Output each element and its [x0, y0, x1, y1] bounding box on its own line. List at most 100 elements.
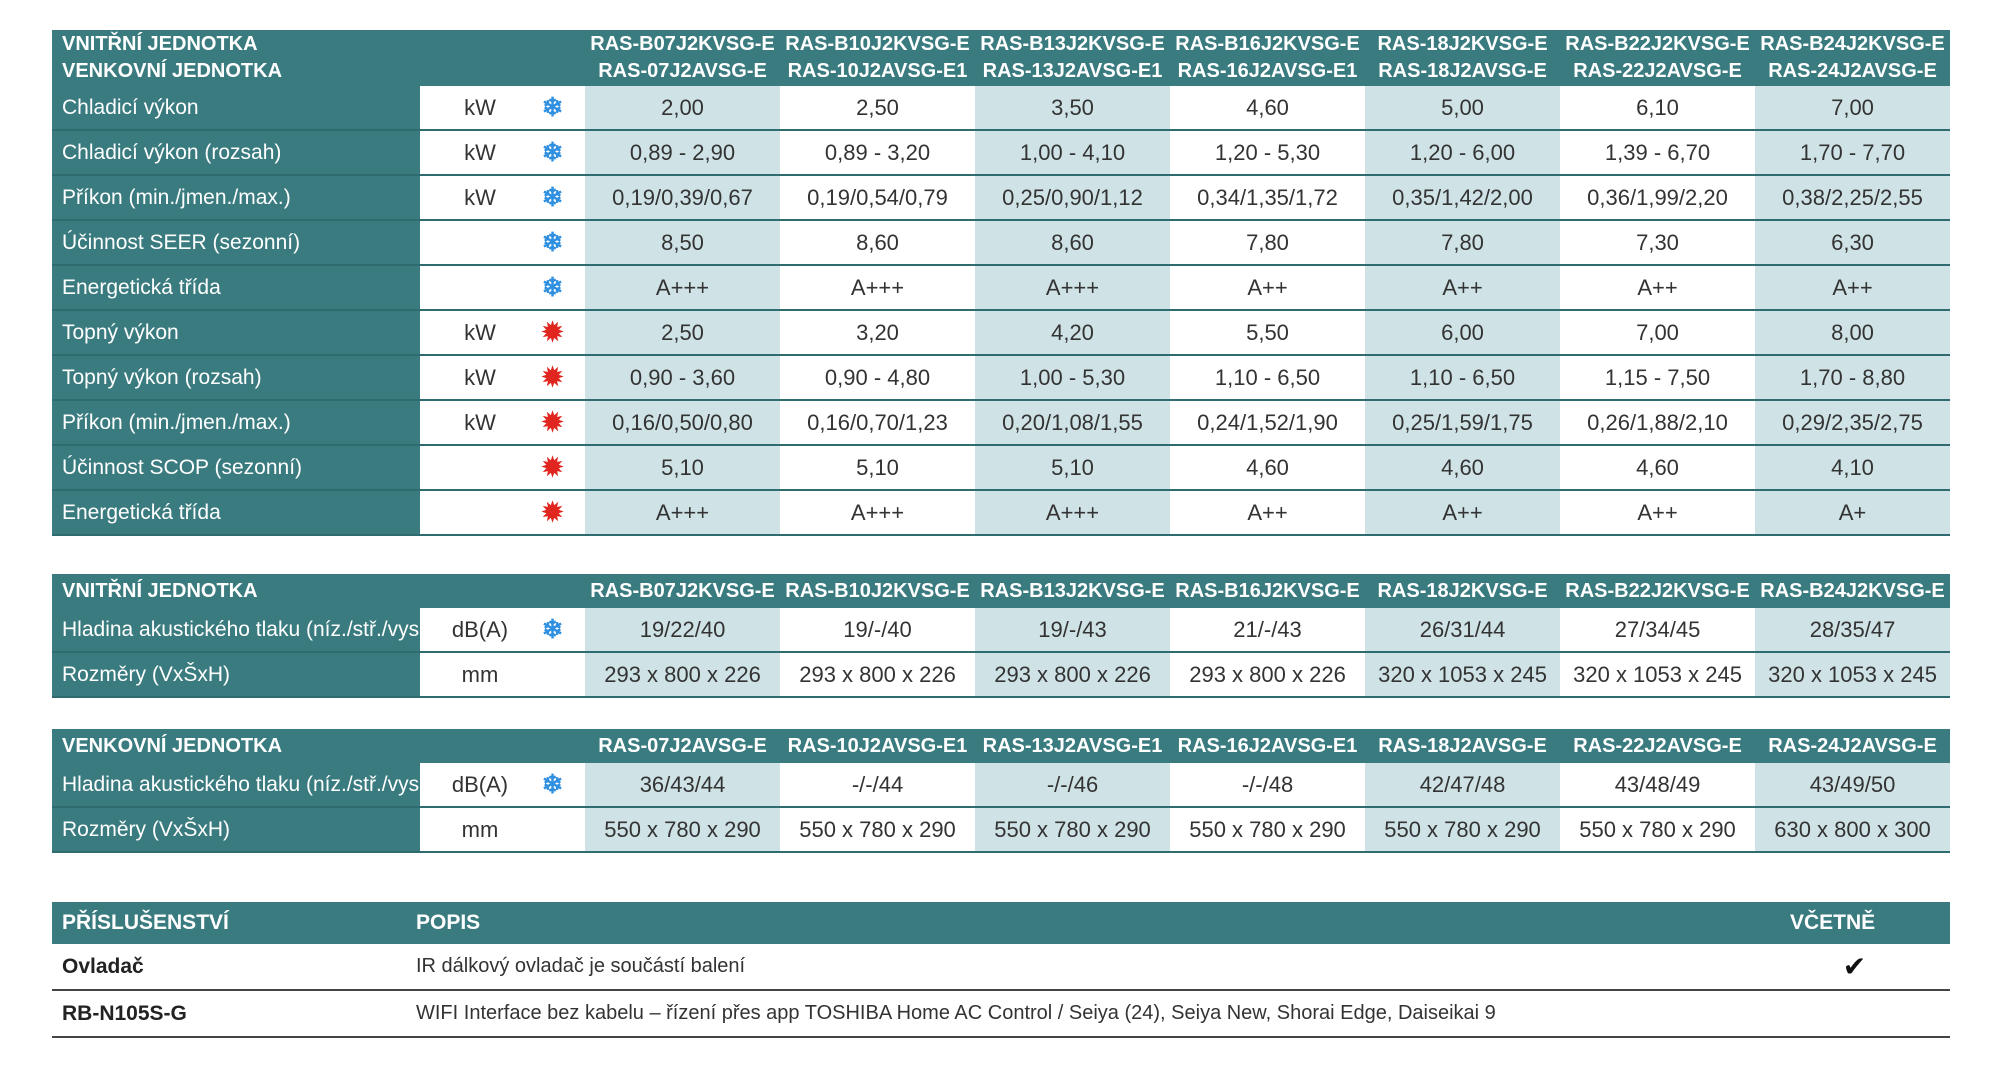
- value-cell: 0,19/0,39/0,67: [585, 175, 781, 221]
- unit-type-label-line: VENKOVNÍ JEDNOTKA: [62, 60, 283, 82]
- value-cell: 19/-/40: [780, 608, 976, 653]
- sun-icon: ✹: [520, 355, 586, 401]
- model-header: RAS-B16J2KVSG-E: [1175, 579, 1360, 602]
- value-cell: 8,50: [585, 220, 781, 266]
- value-cell: 4,60: [1170, 445, 1366, 491]
- value-cell: 26/31/44: [1365, 608, 1561, 653]
- value-cell: 0,26/1,88/2,10: [1560, 400, 1756, 446]
- value-cell: 27/34/45: [1560, 608, 1756, 653]
- value-cell: 0,90 - 4,80: [780, 355, 976, 401]
- accessory-name: RB-N105S-G: [52, 990, 406, 1038]
- sun-icon: ✹: [520, 310, 586, 356]
- value-cell: A+++: [585, 265, 781, 311]
- row-label: Rozměry (VxŠxH): [52, 807, 420, 853]
- specs-table: VNITŘNÍ JEDNOTKA VENKOVNÍ JEDNOTKA RAS-B07…: [52, 30, 1951, 536]
- table-row: Hladina akustického tlaku (níz./stř./vys…: [52, 608, 1951, 653]
- model-header: RAS-B07J2KVSG-E RAS-07J2AVSG-E: [585, 30, 780, 86]
- accessory-row: RB-N105S-G WIFI Interface bez kabelu – ř…: [52, 990, 1950, 1038]
- value-cell: 6,00: [1365, 310, 1561, 356]
- value-cell: 0,25/0,90/1,12: [975, 175, 1171, 221]
- value-cell: 0,89 - 3,20: [780, 130, 976, 176]
- unit-type-label: VENKOVNÍ JEDNOTKA: [62, 734, 283, 757]
- value-cell: 630 x 800 x 300: [1755, 807, 1951, 853]
- description-column-header: POPIS: [416, 911, 481, 934]
- value-cell: 0,24/1,52/1,90: [1170, 400, 1366, 446]
- value-cell: 550 x 780 x 290: [1170, 807, 1366, 853]
- row-unit: [420, 220, 520, 266]
- value-cell: 0,16/0,50/0,80: [585, 400, 781, 446]
- accessories-column-header: PŘÍSLUŠENSTVÍ: [62, 911, 229, 934]
- value-cell: A++: [1755, 265, 1951, 311]
- table-row: Rozměry (VxŠxH) mm 550 x 780 x 290 550 x 78…: [52, 807, 1951, 853]
- value-cell: 0,36/1,99/2,20: [1560, 175, 1756, 221]
- value-cell: 1,70 - 7,70: [1755, 130, 1951, 176]
- value-cell: 3,20: [780, 310, 976, 356]
- value-cell: A+++: [780, 490, 976, 536]
- model-header: RAS-B10J2KVSG-E: [785, 579, 970, 602]
- row-unit: [420, 490, 520, 536]
- icon-cell: [520, 807, 586, 853]
- row-unit: kW: [420, 86, 520, 131]
- value-cell: 550 x 780 x 290: [1365, 807, 1561, 853]
- table-header: VENKOVNÍ JEDNOTKA RAS-07J2AVSG-E RAS-10J2A…: [52, 729, 1951, 763]
- model-header: RAS-B22J2KVSG-E RAS-22J2AVSG-E: [1560, 30, 1755, 86]
- value-cell: A++: [1170, 490, 1366, 536]
- table-row: Účinnost SEER (sezonní) ❄ 8,50 8,60 8,60 7,80…: [52, 220, 1951, 266]
- sun-icon: ✹: [520, 400, 586, 446]
- value-cell: 2,50: [585, 310, 781, 356]
- value-cell: A++: [1170, 265, 1366, 311]
- value-cell: 7,00: [1755, 86, 1951, 131]
- value-cell: 320 x 1053 x 245: [1365, 652, 1561, 698]
- value-cell: 0,20/1,08/1,55: [975, 400, 1171, 446]
- model-header: RAS-B24J2KVSG-E: [1760, 579, 1945, 602]
- value-cell: A++: [1560, 265, 1756, 311]
- snowflake-icon: ❄: [520, 608, 586, 653]
- value-cell: 7,30: [1560, 220, 1756, 266]
- unit-type-label-line: VNITŘNÍ JEDNOTKA: [62, 33, 258, 55]
- value-cell: 4,10: [1755, 445, 1951, 491]
- value-cell: 28/35/47: [1755, 608, 1951, 653]
- value-cell: 43/48/49: [1560, 763, 1756, 808]
- value-cell: 4,60: [1365, 445, 1561, 491]
- value-cell: 43/49/50: [1755, 763, 1951, 808]
- value-cell: 0,38/2,25/2,55: [1755, 175, 1951, 221]
- row-label: Účinnost SCOP (sezonní): [52, 445, 420, 491]
- value-cell: 2,50: [780, 86, 976, 131]
- row-unit: dB(A): [420, 763, 520, 808]
- accessory-row: Ovladač IR dálkový ovladač je součástí b…: [52, 944, 1950, 991]
- row-unit: [420, 445, 520, 491]
- value-cell: 0,35/1,42/2,00: [1365, 175, 1561, 221]
- indoor-model: RAS-B16J2KVSG-E: [1175, 33, 1360, 55]
- value-cell: 320 x 1053 x 245: [1755, 652, 1951, 698]
- row-label: Příkon (min./jmen./max.): [52, 175, 420, 221]
- value-cell: 0,25/1,59/1,75: [1365, 400, 1561, 446]
- model-header: RAS-B22J2KVSG-E: [1565, 579, 1750, 602]
- value-cell: 293 x 800 x 226: [780, 652, 976, 698]
- indoor-unit-table: VNITŘNÍ JEDNOTKA RAS-B07J2KVSG-E RAS-B10J2…: [52, 574, 1951, 698]
- row-label: Příkon (min./jmen./max.): [52, 400, 420, 446]
- included-column-header: VČETNĚ: [1790, 911, 1876, 934]
- value-cell: 6,10: [1560, 86, 1756, 131]
- row-label: Topný výkon (rozsah): [52, 355, 420, 401]
- model-header: RAS-B16J2KVSG-E RAS-16J2AVSG-E1: [1170, 30, 1365, 86]
- table-row: Chladicí výkon (rozsah) kW ❄ 0,89 - 2,90 0,8…: [52, 130, 1951, 176]
- value-cell: -/-/48: [1170, 763, 1366, 808]
- value-cell: 0,89 - 2,90: [585, 130, 781, 176]
- snowflake-icon: ❄: [520, 86, 586, 131]
- value-cell: 1,10 - 6,50: [1365, 355, 1561, 401]
- value-cell: 0,16/0,70/1,23: [780, 400, 976, 446]
- value-cell: 1,20 - 5,30: [1170, 130, 1366, 176]
- table-row: Chladicí výkon kW ❄ 2,00 2,50 3,50 4,60 5,00 6,1…: [52, 86, 1951, 131]
- value-cell: 4,60: [1170, 86, 1366, 131]
- accessory-description: IR dálkový ovladač je součástí balení: [406, 944, 1750, 991]
- value-cell: 8,60: [780, 220, 976, 266]
- value-cell: A+++: [975, 490, 1171, 536]
- row-unit: kW: [420, 355, 520, 401]
- row-label: Hladina akustického tlaku (níz./stř./vys…: [52, 608, 432, 653]
- value-cell: 293 x 800 x 226: [975, 652, 1171, 698]
- model-header: RAS-10J2AVSG-E1: [787, 734, 968, 757]
- row-unit: dB(A): [420, 608, 520, 653]
- model-header: RAS-B24J2KVSG-E RAS-24J2AVSG-E: [1755, 30, 1950, 86]
- outdoor-model: RAS-10J2AVSG-E1: [787, 60, 968, 82]
- value-cell: -/-/44: [780, 763, 976, 808]
